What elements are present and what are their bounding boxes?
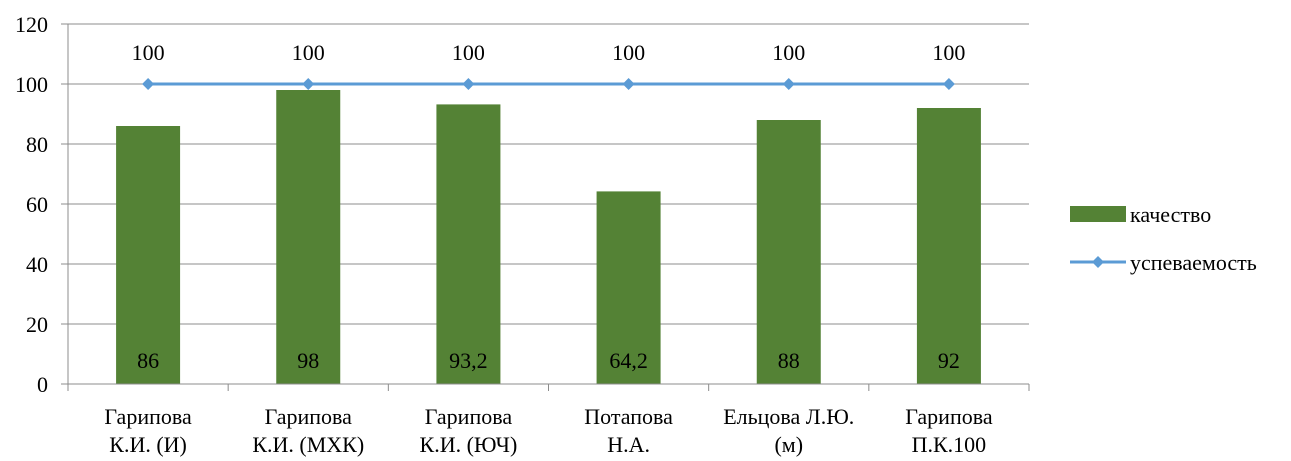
x-category-label: Гарипова К.И. (МХК) — [252, 404, 364, 457]
bar — [917, 108, 981, 384]
x-axis: Гарипова К.И. (И)Гарипова К.И. (МХК)Гарипо… — [68, 384, 1029, 457]
y-tick-label: 120 — [15, 12, 48, 37]
x-category-label-line: Потапова — [584, 404, 673, 429]
line-data-label: 100 — [772, 40, 805, 65]
y-tick-label: 80 — [26, 132, 48, 157]
bar-data-label: 93,2 — [449, 348, 488, 373]
y-tick-label: 60 — [26, 192, 48, 217]
line-marker — [943, 78, 955, 90]
y-tick-label: 100 — [15, 72, 48, 97]
x-category-label-line: Гарипова — [104, 404, 192, 429]
bar — [757, 120, 821, 384]
x-category-label: Гарипова П.К.100 — [905, 404, 993, 457]
bar-data-labels: 86 98 93,2 64,2 88 92 — [137, 348, 960, 373]
line-data-labels: 100 100 100 100 100 100 — [132, 40, 966, 65]
legend-swatch-quality — [1070, 206, 1126, 222]
x-category-label-line: Н.А. — [607, 432, 650, 457]
line-data-label: 100 — [452, 40, 485, 65]
x-category-label: Гарипова К.И. (И) — [104, 404, 192, 457]
x-category-label: Потапова Н.А. — [584, 404, 673, 457]
x-category-label-line: К.И. (ЮЧ) — [420, 432, 518, 457]
bar — [436, 104, 500, 384]
line-marker — [462, 78, 474, 90]
bar-data-label: 98 — [297, 348, 319, 373]
x-category-label-line: Гарипова — [905, 404, 993, 429]
bar-series-quality — [116, 90, 981, 384]
line-data-label: 100 — [132, 40, 165, 65]
x-category-label: Ельцова Л.Ю. (м) — [723, 404, 854, 457]
bar-data-label: 86 — [137, 348, 159, 373]
line-data-label: 100 — [612, 40, 645, 65]
line-marker — [783, 78, 795, 90]
legend-label-progress: успеваемость — [1130, 250, 1257, 275]
x-category-label-line: (м) — [774, 432, 803, 457]
line-series-progress — [142, 78, 955, 90]
line-data-label: 100 — [932, 40, 965, 65]
y-tick-label: 20 — [26, 312, 48, 337]
line-marker — [623, 78, 635, 90]
x-category-label: Гарипова К.И. (ЮЧ) — [420, 404, 518, 457]
line-marker — [302, 78, 314, 90]
y-tick-label: 40 — [26, 252, 48, 277]
y-axis: 0 20 40 60 80 100 120 — [15, 12, 68, 397]
bar-data-label: 64,2 — [609, 348, 648, 373]
line-marker — [142, 78, 154, 90]
x-category-label-line: Гарипова — [425, 404, 513, 429]
x-category-label-line: П.К.100 — [912, 432, 987, 457]
legend-label-quality: качество — [1130, 202, 1211, 227]
x-category-label-line: К.И. (МХК) — [252, 432, 364, 457]
y-tick-label: 0 — [37, 372, 48, 397]
x-category-label-line: Ельцова Л.Ю. — [723, 404, 854, 429]
bar — [116, 126, 180, 384]
legend: качество успеваемость — [1070, 202, 1257, 275]
bar-data-label: 92 — [938, 348, 960, 373]
bar-data-label: 88 — [778, 348, 800, 373]
gridlines — [68, 24, 1029, 324]
x-category-label-line: К.И. (И) — [109, 432, 187, 457]
bar — [276, 90, 340, 384]
legend-marker-progress — [1092, 256, 1104, 268]
line-data-label: 100 — [292, 40, 325, 65]
x-category-label-line: Гарипова — [265, 404, 353, 429]
